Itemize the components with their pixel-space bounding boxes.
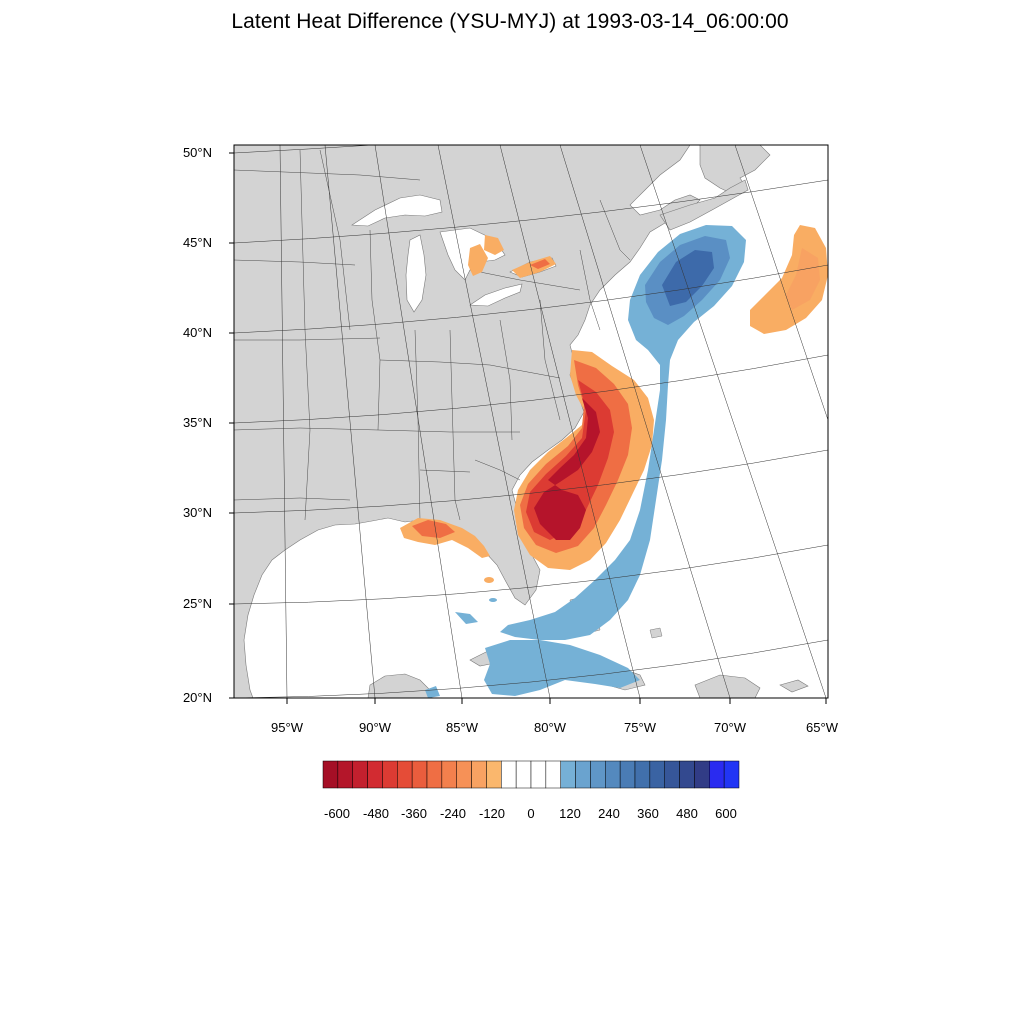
warm-region-lake-michigan — [468, 244, 488, 276]
colorbar-swatch — [590, 760, 606, 789]
warm-region-core — [534, 398, 600, 540]
colorbar-swatch — [619, 760, 636, 789]
colorbar-swatch — [530, 760, 547, 789]
colorbar-swatch — [441, 760, 457, 789]
land-nova-scotia — [659, 179, 749, 231]
lon-label-90: 90°W — [359, 720, 392, 735]
lon-label-85: 85°W — [446, 720, 479, 735]
lat-label-20: 20°N — [183, 690, 212, 705]
lake-erie — [469, 283, 523, 307]
lake-superior — [351, 194, 443, 227]
cool-region-yucatan — [425, 686, 440, 698]
cool-region-gulf-small — [455, 612, 478, 624]
cool-region-dark — [662, 250, 714, 306]
land-hispaniola — [694, 674, 761, 698]
colorbar-swatch — [397, 760, 413, 789]
map-frame — [233, 144, 829, 699]
lat-label-30: 30°N — [183, 505, 212, 520]
colorbar-swatch — [367, 760, 383, 789]
cool-region-caribbean — [484, 640, 640, 696]
land-puerto-rico — [779, 679, 809, 693]
lat-label-45: 45°N — [183, 235, 212, 250]
colorbar-swatch — [426, 760, 443, 789]
lon-axis — [286, 698, 827, 704]
colorbar-label: 0 — [527, 806, 534, 821]
warm-region-gulf-dot — [484, 577, 494, 583]
lat-label-40: 40°N — [183, 325, 212, 340]
colorbar-label: 600 — [715, 806, 737, 821]
warm-region-lake-ontario-core — [530, 259, 550, 269]
lon-label-65: 65°W — [806, 720, 839, 735]
colorbar-swatch — [322, 760, 339, 789]
colorbar-label: -240 — [440, 806, 466, 821]
colorbar-swatch — [456, 760, 472, 789]
colorbar-label: 120 — [559, 806, 581, 821]
warm-region-lake-huron — [484, 235, 504, 255]
colorbar-swatch — [560, 760, 576, 789]
colorbar-swatch — [501, 760, 517, 789]
colorbar-swatch — [723, 760, 740, 789]
colorbar-swatch — [515, 760, 532, 789]
lat-axis — [229, 152, 234, 699]
colorbar-label: -480 — [363, 806, 389, 821]
warm-region-atlantic-east-mid — [786, 248, 820, 310]
colorbar-swatch — [486, 760, 502, 789]
colorbar-label: -600 — [324, 806, 350, 821]
colorbar-swatch — [694, 760, 710, 789]
colorbar-swatch — [679, 760, 695, 789]
colorbar-swatch — [471, 760, 487, 789]
lon-label-95: 95°W — [271, 720, 304, 735]
lon-label-75: 75°W — [624, 720, 657, 735]
lat-label-50: 50°N — [183, 145, 212, 160]
colorbar — [322, 760, 740, 789]
cool-region-dot — [489, 598, 497, 602]
colorbar-label: 240 — [598, 806, 620, 821]
colorbar-swatch — [411, 760, 428, 789]
colorbar-label: -360 — [401, 806, 427, 821]
colorbar-swatch — [337, 760, 353, 789]
lon-label-70: 70°W — [714, 720, 747, 735]
colorbar-label: 360 — [637, 806, 659, 821]
lat-label-35: 35°N — [183, 415, 212, 430]
lon-label-80: 80°W — [534, 720, 567, 735]
colorbar-swatch — [382, 760, 398, 789]
colorbar-label: 480 — [676, 806, 698, 821]
political-borders — [234, 149, 631, 521]
colorbar-swatch — [649, 760, 665, 789]
lake-michigan — [405, 234, 427, 313]
colorbar-swatch — [605, 760, 621, 789]
colorbar-swatch — [352, 760, 368, 789]
warm-region-gulf-mid — [412, 520, 455, 538]
colorbar-labels: -600 -480 -360 -240 -120 0 120 240 360 480 600 — [324, 806, 737, 821]
colorbar-label: -120 — [479, 806, 505, 821]
chart-title: Latent Heat Difference (YSU-MYJ) at 1993… — [231, 10, 789, 33]
lat-label-25: 25°N — [183, 596, 212, 611]
colorbar-swatch — [634, 760, 651, 789]
colorbar-swatch — [709, 760, 725, 789]
graticule — [234, 145, 828, 698]
colorbar-swatch — [545, 760, 561, 789]
colorbar-swatch — [664, 760, 680, 789]
colorbar-swatch — [575, 760, 591, 789]
cool-region-light — [500, 225, 746, 640]
